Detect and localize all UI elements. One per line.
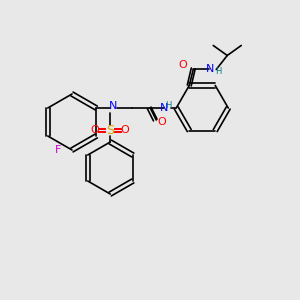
Text: H: H bbox=[215, 67, 221, 76]
Text: N: N bbox=[206, 64, 214, 74]
Text: O: O bbox=[91, 125, 100, 135]
Text: O: O bbox=[158, 117, 167, 127]
Text: O: O bbox=[179, 61, 188, 70]
Text: N: N bbox=[109, 101, 117, 111]
Text: N: N bbox=[160, 103, 168, 113]
Text: H: H bbox=[165, 100, 171, 109]
Text: F: F bbox=[55, 145, 61, 155]
Text: S: S bbox=[106, 124, 114, 136]
Text: O: O bbox=[121, 125, 130, 135]
